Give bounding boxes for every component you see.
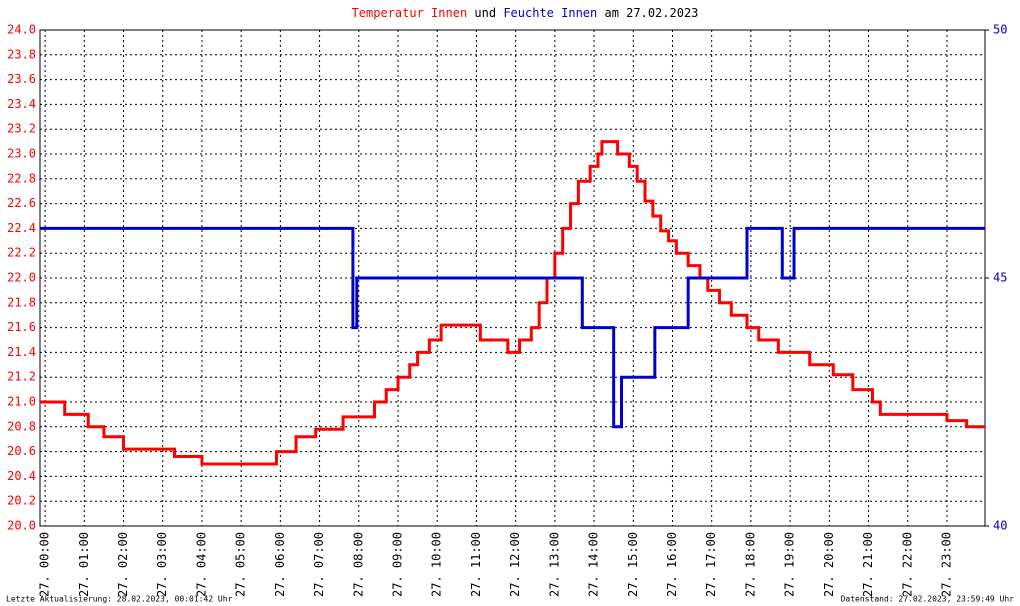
chart-title: Temperatur Innen und Feuchte Innen am 27… xyxy=(352,6,699,20)
x-tick-label: 27. 06:00 xyxy=(273,532,287,597)
x-tick-label: 27. 17:00 xyxy=(704,532,718,597)
y-tick-label: 22.4 xyxy=(7,221,36,235)
y-tick-label: 23.2 xyxy=(7,122,36,136)
x-tick-label: 27. 02:00 xyxy=(116,532,130,597)
y-tick-label: 22.2 xyxy=(7,246,36,260)
y-tick-label: 22.0 xyxy=(7,271,36,285)
x-tick-label: 27. 20:00 xyxy=(822,532,836,597)
y-tick-label: 21.0 xyxy=(7,395,36,409)
x-tick-label: 27. 21:00 xyxy=(861,532,875,597)
x-tick-label: 27. 05:00 xyxy=(234,532,248,597)
y-tick-label: 21.4 xyxy=(7,345,36,359)
y-tick-label: 20.4 xyxy=(7,469,36,483)
y-tick-label: 23.6 xyxy=(7,72,36,86)
y2-tick-label: 40 xyxy=(993,519,1007,533)
x-tick-label: 27. 15:00 xyxy=(626,532,640,597)
title-part: und xyxy=(474,6,496,20)
x-tick-label: 27. 19:00 xyxy=(783,532,797,597)
x-tick-label: 27. 04:00 xyxy=(194,532,208,597)
x-tick-label: 27. 16:00 xyxy=(665,532,679,597)
y-tick-label: 20.0 xyxy=(7,519,36,533)
footer-left: Letzte Aktualisierung: 28.02.2023, 00:01… xyxy=(6,595,233,604)
series-line xyxy=(40,226,985,429)
x-tick-label: 27. 01:00 xyxy=(77,532,91,597)
x-tick-label: 27. 18:00 xyxy=(743,532,757,597)
y-tick-label: 21.8 xyxy=(7,295,36,309)
series-line xyxy=(40,140,985,466)
plot-border xyxy=(39,29,986,527)
y-tick-label: 22.6 xyxy=(7,196,36,210)
title-part: am 27.02.2023 xyxy=(604,6,698,20)
x-tick-label: 27. 13:00 xyxy=(547,532,561,597)
y-tick-label: 20.6 xyxy=(7,444,36,458)
y-tick-label: 20.8 xyxy=(7,419,36,433)
x-tick-label: 27. 08:00 xyxy=(351,532,365,597)
x-tick-label: 27. 12:00 xyxy=(508,532,522,597)
x-tick-label: 27. 03:00 xyxy=(155,532,169,597)
y-tick-label: 21.6 xyxy=(7,320,36,334)
y-tick-label: 23.4 xyxy=(7,97,36,111)
y2-tick-label: 45 xyxy=(993,271,1007,285)
y-tick-label: 23.8 xyxy=(7,47,36,61)
footer-right: Datenstand: 27.02.2023, 23:59:49 Uhr xyxy=(841,595,1015,604)
title-part: Feuchte Innen xyxy=(503,6,597,20)
x-tick-label: 27. 09:00 xyxy=(391,532,405,597)
x-tick-label: 27. 14:00 xyxy=(587,532,601,597)
y-tick-label: 20.2 xyxy=(7,494,36,508)
x-tick-label: 27. 10:00 xyxy=(430,532,444,597)
x-tick-label: 27. 00:00 xyxy=(38,532,52,597)
y-tick-label: 23.0 xyxy=(7,147,36,161)
y-tick-label: 21.2 xyxy=(7,370,36,384)
title-part: Temperatur Innen xyxy=(352,6,468,20)
x-tick-label: 27. 23:00 xyxy=(939,532,953,597)
y-tick-label: 24.0 xyxy=(7,23,36,37)
x-tick-label: 27. 07:00 xyxy=(312,532,326,597)
y-tick-label: 22.8 xyxy=(7,171,36,185)
x-tick-label: 27. 22:00 xyxy=(900,532,914,597)
x-tick-label: 27. 11:00 xyxy=(469,532,483,597)
y2-tick-label: 50 xyxy=(993,23,1007,37)
